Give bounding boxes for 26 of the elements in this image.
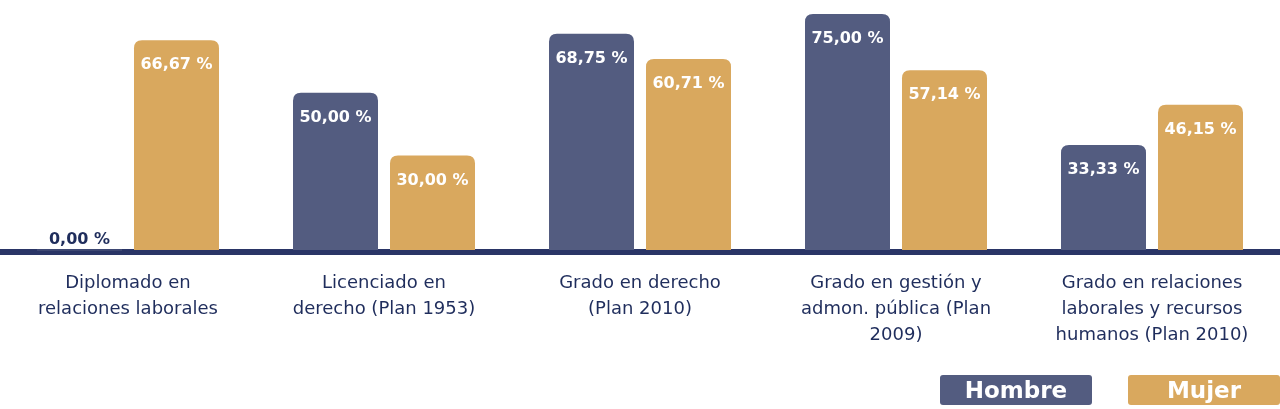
bar <box>549 33 634 250</box>
data-label: 33,33 % <box>1067 159 1140 179</box>
bar <box>390 155 475 250</box>
bar <box>646 58 731 250</box>
x-tick-label: Licenciado en derecho (Plan 1953) <box>292 271 476 318</box>
data-label: 66,67 % <box>140 54 213 74</box>
text: Hombre <box>964 377 1068 403</box>
x-tick-label: Grado en derecho (Plan 2010) <box>559 271 721 318</box>
bar <box>134 40 219 250</box>
bar <box>1061 145 1146 250</box>
data-label: 0,00 % <box>48 229 111 248</box>
data-label: 30,00 % <box>396 169 469 189</box>
data-label: 60,71 % <box>652 72 725 92</box>
data-label: 75,00 % <box>811 28 884 47</box>
bar <box>805 14 890 250</box>
bar <box>1158 104 1243 250</box>
data-label: 57,14 % <box>908 84 981 104</box>
bar <box>293 92 378 250</box>
data-label: 50,00 % <box>299 106 372 126</box>
x-tick-label: Diplomado en relaciones laborales <box>38 271 218 318</box>
text: Mujer <box>1166 377 1242 403</box>
x-tick-label: Grado en gestión y admon. pública (Plan 2009) <box>800 271 992 344</box>
x-tick-label: Grado en relaciones laborales y recursos humanos (Plan 2010) <box>1055 271 1249 344</box>
bar <box>902 70 987 250</box>
data-label: 46,15 % <box>1164 118 1237 138</box>
data-label: 68,75 % <box>555 47 628 67</box>
